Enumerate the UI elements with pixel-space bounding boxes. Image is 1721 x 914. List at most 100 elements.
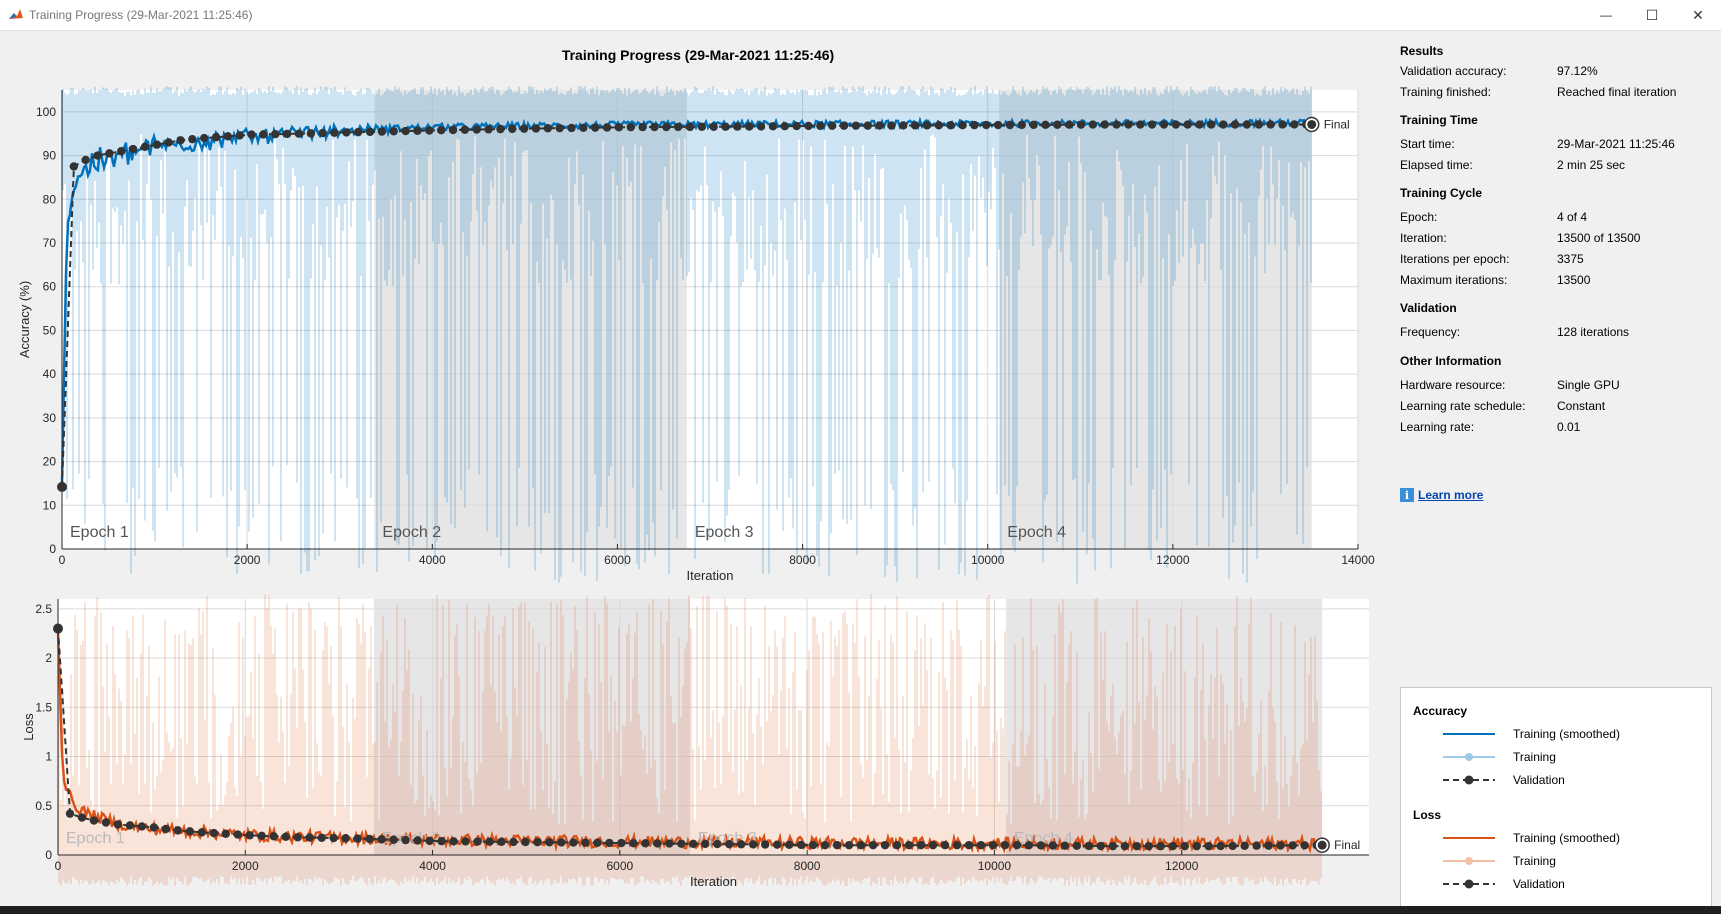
validation-point: [1168, 841, 1177, 851]
info-value: 0.01: [1557, 420, 1581, 434]
validation-point: [856, 840, 866, 850]
validation-point: [964, 840, 974, 850]
validation-point: [1029, 120, 1038, 130]
validation-point: [413, 126, 422, 135]
validation-point: [1064, 120, 1074, 129]
y-tick-label: 40: [43, 367, 57, 381]
validation-point: [271, 129, 280, 139]
validation-point: [281, 832, 290, 841]
x-tick-label: 0: [59, 553, 66, 567]
validation-line: [61, 123, 1307, 487]
validation-point: [1278, 120, 1287, 129]
validation-point: [1171, 120, 1181, 129]
validation-point: [689, 839, 698, 848]
validation-point: [269, 832, 278, 841]
validation-point: [173, 826, 183, 835]
validation-point: [899, 121, 908, 130]
validation-point: [1120, 841, 1129, 851]
maximize-button[interactable]: ☐: [1629, 0, 1675, 30]
training-raw-series: [58, 594, 1322, 886]
validation-point: [958, 120, 967, 130]
validation-point: [1132, 841, 1141, 851]
minimize-button[interactable]: —: [1583, 0, 1629, 30]
x-tick-label: 6000: [607, 859, 634, 873]
training-plots[interactable]: Epoch 1 Epoch 2 Epoch 3 Epoch 40 2000 4000 600…: [0, 0, 1396, 906]
info-value: Single GPU: [1557, 378, 1620, 392]
y-tick-label: 50: [43, 323, 57, 337]
validation-point: [245, 831, 254, 840]
validation-point: [401, 835, 410, 845]
validation-point: [567, 123, 576, 133]
legend-label: Training: [1513, 750, 1556, 764]
validation-point: [745, 122, 754, 131]
final-marker-dot: [1317, 840, 1327, 850]
validation-point: [1136, 120, 1145, 129]
validation-point: [1252, 841, 1261, 850]
window-titlebar[interactable]: Training Progress (29-Mar-2021 11:25:46)…: [0, 0, 1721, 31]
final-label: Final: [1324, 117, 1350, 131]
x-tick-label: 14000: [1341, 553, 1375, 567]
minimize-icon: —: [1600, 8, 1612, 22]
validation-point: [65, 809, 75, 818]
validation-point: [1219, 120, 1228, 129]
validation-point: [602, 123, 612, 132]
legend-line-icon: [1443, 733, 1495, 735]
validation-point: [1264, 841, 1273, 850]
validation-point: [868, 840, 878, 850]
validation-point: [185, 827, 195, 836]
validation-point: [863, 121, 872, 130]
validation-point: [880, 840, 890, 850]
validation-point: [81, 155, 90, 165]
learn-more-link-row[interactable]: i Learn more: [1400, 488, 1483, 502]
x-tick-label: 10000: [971, 553, 1005, 567]
validation-point: [827, 121, 837, 130]
legend-dashed-marker-icon: [1443, 775, 1495, 785]
validation-point: [342, 128, 351, 137]
learn-more-link[interactable]: Learn more: [1418, 488, 1484, 502]
validation-point: [1204, 841, 1213, 851]
validation-point: [128, 144, 138, 154]
y-tick-label: 100: [36, 105, 56, 119]
x-tick-label: 12000: [1165, 859, 1199, 873]
validation-point: [697, 122, 707, 132]
info-label: Training finished:: [1400, 85, 1491, 99]
validation-point: [579, 123, 588, 133]
validation-point: [161, 824, 171, 834]
validation-point: [1048, 841, 1058, 850]
validation-point: [1005, 120, 1015, 130]
validation-point: [685, 122, 695, 132]
validation-point: [1053, 120, 1062, 129]
validation-point: [555, 123, 564, 133]
info-label: Frequency:: [1400, 325, 1461, 339]
validation-point: [199, 133, 209, 143]
validation-point: [940, 840, 950, 850]
validation-point: [1088, 120, 1098, 129]
accuracy-plot: Epoch 1 Epoch 2 Epoch 3 Epoch 40 2000 4000 600…: [17, 86, 1375, 584]
epoch-label: Epoch 1: [70, 524, 129, 541]
validation-point: [164, 138, 173, 147]
validation-point: [665, 839, 674, 848]
validation-point: [521, 837, 530, 847]
validation-point: [780, 121, 789, 131]
validation-point: [57, 481, 67, 492]
y-axis-label: Accuracy (%): [17, 281, 32, 358]
validation-point: [354, 127, 363, 137]
epoch-label: Epoch 2: [382, 524, 441, 541]
legend-label: Validation: [1513, 877, 1565, 891]
validation-point: [749, 840, 758, 849]
validation-point: [317, 833, 326, 842]
validation-point: [1195, 120, 1204, 129]
x-tick-label: 8000: [789, 553, 816, 567]
epoch-shade: [374, 599, 691, 855]
info-label: Epoch:: [1400, 210, 1438, 224]
loss-plot: Epoch 1 Epoch 2 Epoch 3 Epoch 40 2000 4000 600…: [21, 594, 1369, 889]
close-button[interactable]: ✕: [1675, 0, 1721, 30]
info-value: 29-Mar-2021 11:25:46: [1557, 137, 1675, 151]
validation-point: [413, 836, 422, 845]
x-axis-label: Iteration: [687, 568, 734, 583]
validation-point: [152, 140, 161, 149]
validation-point: [497, 837, 506, 847]
validation-point: [377, 835, 386, 844]
y-tick-label: 0.5: [35, 799, 52, 813]
y-tick-label: 2.5: [35, 602, 52, 616]
